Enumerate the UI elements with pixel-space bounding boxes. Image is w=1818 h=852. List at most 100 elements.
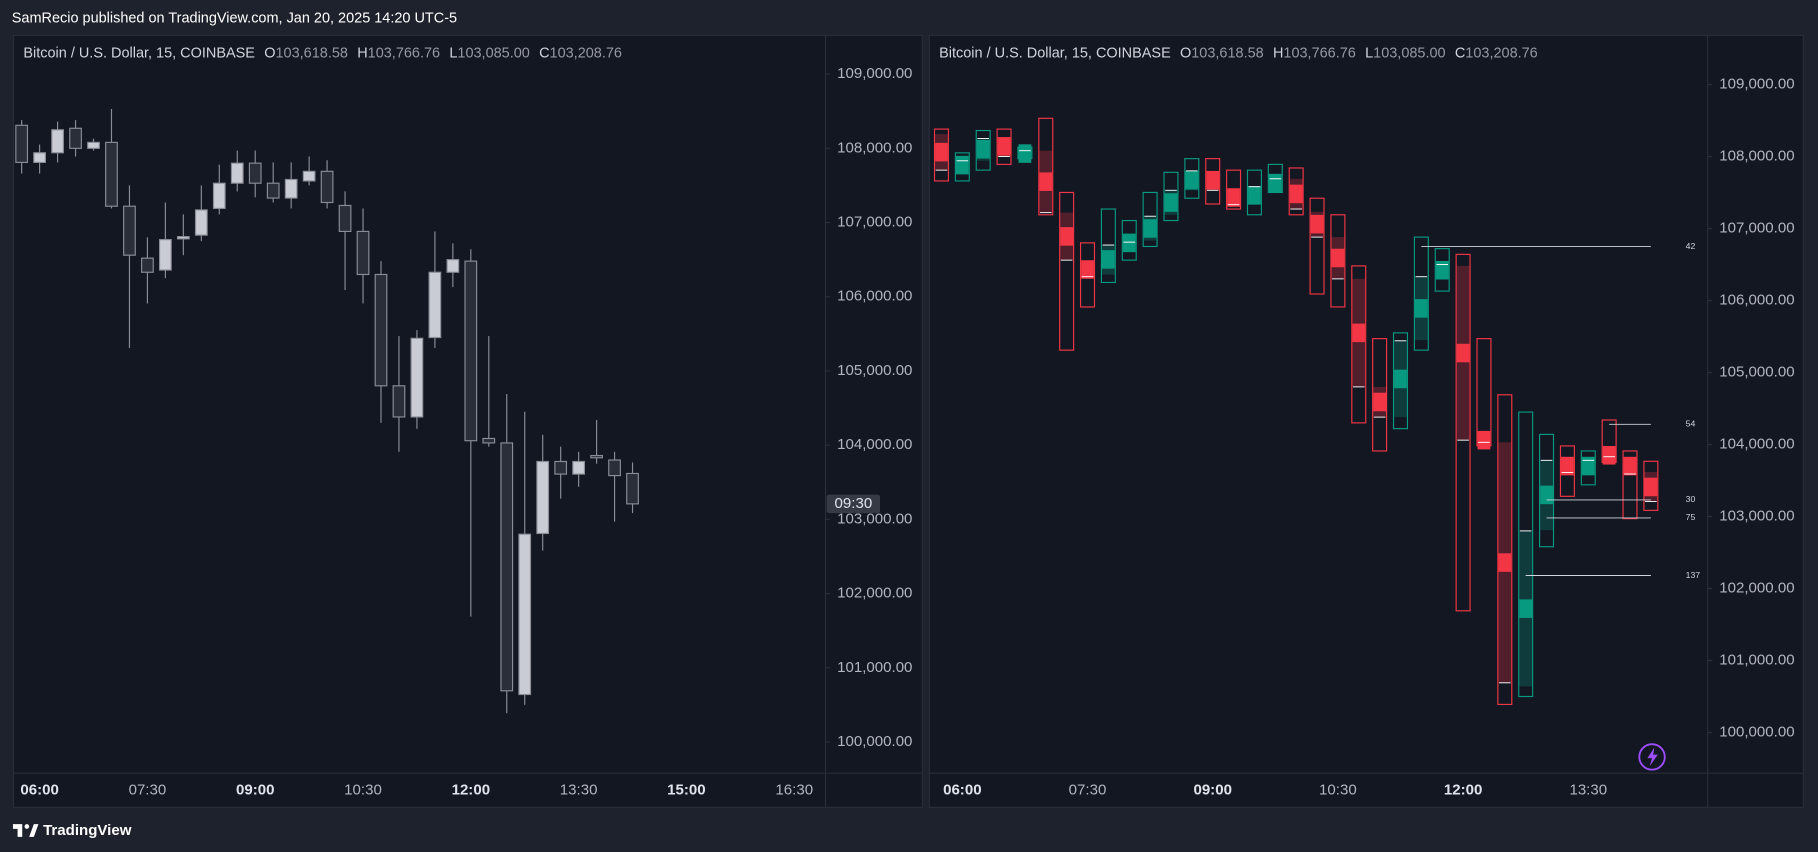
- poc-band: [1456, 343, 1470, 363]
- y-tick-label: 109,000.00: [1719, 75, 1794, 92]
- brand-logo: [12, 824, 39, 837]
- publisher-line: SamRecio published on TradingView.com, J…: [12, 10, 457, 26]
- candle-body: [159, 239, 172, 271]
- poc-band: [1519, 599, 1533, 618]
- ohlc-key: L: [449, 45, 457, 61]
- profile-range: [1351, 265, 1367, 424]
- candle-body: [69, 127, 82, 149]
- ohlc-key: H: [1273, 45, 1283, 61]
- candle-body: [87, 141, 100, 149]
- profile-range: [1497, 394, 1513, 705]
- ohlc-legend: Bitcoin / U.S. Dollar, 15, COINBASE O103,…: [23, 45, 622, 61]
- y-tick-label: 107,000.00: [1719, 219, 1794, 236]
- y-tick-label: 109,000.00: [837, 65, 912, 82]
- poc-band: [1227, 188, 1240, 207]
- ohlc-key: L: [1365, 45, 1373, 61]
- poc-band: [1310, 214, 1324, 234]
- icon-ring: [1638, 743, 1666, 771]
- lightning-icon[interactable]: [1638, 743, 1666, 771]
- y-tick-label: 105,000.00: [1719, 363, 1794, 380]
- profile-range: [1559, 445, 1575, 497]
- y-tick-label: 103,000.00: [837, 510, 912, 527]
- profile-range: [1288, 167, 1304, 216]
- poc-band: [1143, 219, 1157, 238]
- profile-range: [933, 128, 949, 182]
- y-tick-label: 106,000.00: [1719, 291, 1794, 308]
- poc-band: [1644, 477, 1658, 497]
- candle-body: [464, 260, 478, 442]
- candle-body: [518, 533, 532, 696]
- ohlc-value: 103,085.00: [1373, 45, 1445, 61]
- candle-body: [482, 437, 496, 444]
- x-tick-label: 07:30: [1069, 782, 1107, 799]
- y-tick-label: 102,000.00: [837, 585, 912, 602]
- candle-body: [320, 170, 334, 204]
- level-label: 75: [1686, 512, 1696, 522]
- profile-range: [1392, 332, 1409, 430]
- profile-range: [1079, 242, 1096, 308]
- candle-body: [626, 472, 639, 505]
- ohlc-key: O: [1180, 45, 1191, 61]
- ohlc-legend: Bitcoin / U.S. Dollar, 15, COINBASE O 103,…: [939, 45, 1538, 61]
- poc-band: [1039, 172, 1053, 191]
- candle-body: [536, 460, 550, 535]
- level-label: 137: [1686, 570, 1701, 580]
- poc-band: [1373, 392, 1387, 412]
- symbol: Bitcoin / U.S. Dollar, 15, COINBASE: [939, 45, 1171, 61]
- ohlc-value: 103,208.76: [1465, 45, 1537, 61]
- x-tick-label: 07:30: [129, 782, 167, 799]
- poc-band: [1248, 186, 1261, 205]
- x-tick-label: 06:00: [20, 782, 58, 799]
- poc-band: [1623, 456, 1637, 476]
- poc-band: [1540, 485, 1553, 505]
- candle-body: [230, 162, 244, 184]
- x-tick-label: 09:00: [236, 782, 274, 799]
- candle-body: [15, 124, 29, 163]
- poc-band: [1581, 456, 1595, 476]
- x-tick-label: 09:00: [1193, 782, 1231, 799]
- candle-body: [194, 209, 208, 236]
- ohlc-value: 103,766.76: [368, 45, 440, 61]
- ohlc-value: 103,085.00: [457, 45, 529, 61]
- y-tick-label: 106,000.00: [837, 288, 912, 305]
- profile-range: [1038, 117, 1054, 216]
- y-tick-label: 100,000.00: [1719, 723, 1794, 740]
- profile-range: [1643, 460, 1659, 511]
- candle-body: [266, 182, 280, 199]
- x-tick-label: 13:30: [1569, 782, 1607, 799]
- poc-band: [1185, 170, 1199, 190]
- brand-name: TradingView: [43, 822, 132, 839]
- profile-range: [1330, 214, 1346, 308]
- poc-band: [1268, 173, 1282, 193]
- candle-body: [392, 385, 406, 418]
- y-tick-label: 103,000.00: [1719, 507, 1794, 524]
- candle-body: [141, 257, 154, 273]
- ohlc-value: 103,208.76: [550, 45, 622, 61]
- y-tick-label: 102,000.00: [1719, 579, 1794, 596]
- candle-body: [410, 337, 424, 418]
- y-tick-label: 108,000.00: [1719, 147, 1794, 164]
- candle-body: [374, 273, 388, 387]
- candle-body: [248, 162, 262, 184]
- candle-body: [302, 170, 316, 182]
- candle-body: [500, 442, 514, 692]
- logo-slash: [29, 824, 39, 837]
- x-tick-label: 10:30: [344, 782, 382, 799]
- poc-band: [1602, 446, 1616, 465]
- profile-range: [1413, 236, 1429, 351]
- logo-dot: [24, 824, 30, 829]
- candle-body: [590, 454, 603, 459]
- candle-body: [176, 236, 190, 240]
- ohlc-value: 103,618.58: [276, 45, 348, 61]
- y-tick-label: 100,000.00: [837, 733, 912, 750]
- profile-range: [1622, 450, 1638, 520]
- poc-band: [1018, 144, 1032, 163]
- profile-range: [1121, 219, 1137, 261]
- profile-range: [996, 128, 1012, 165]
- profile-range: [954, 152, 970, 182]
- poc-band: [1081, 260, 1094, 279]
- candle-body: [105, 141, 118, 207]
- ohlc-key: C: [539, 45, 549, 61]
- y-tick-label: 104,000.00: [1719, 435, 1794, 452]
